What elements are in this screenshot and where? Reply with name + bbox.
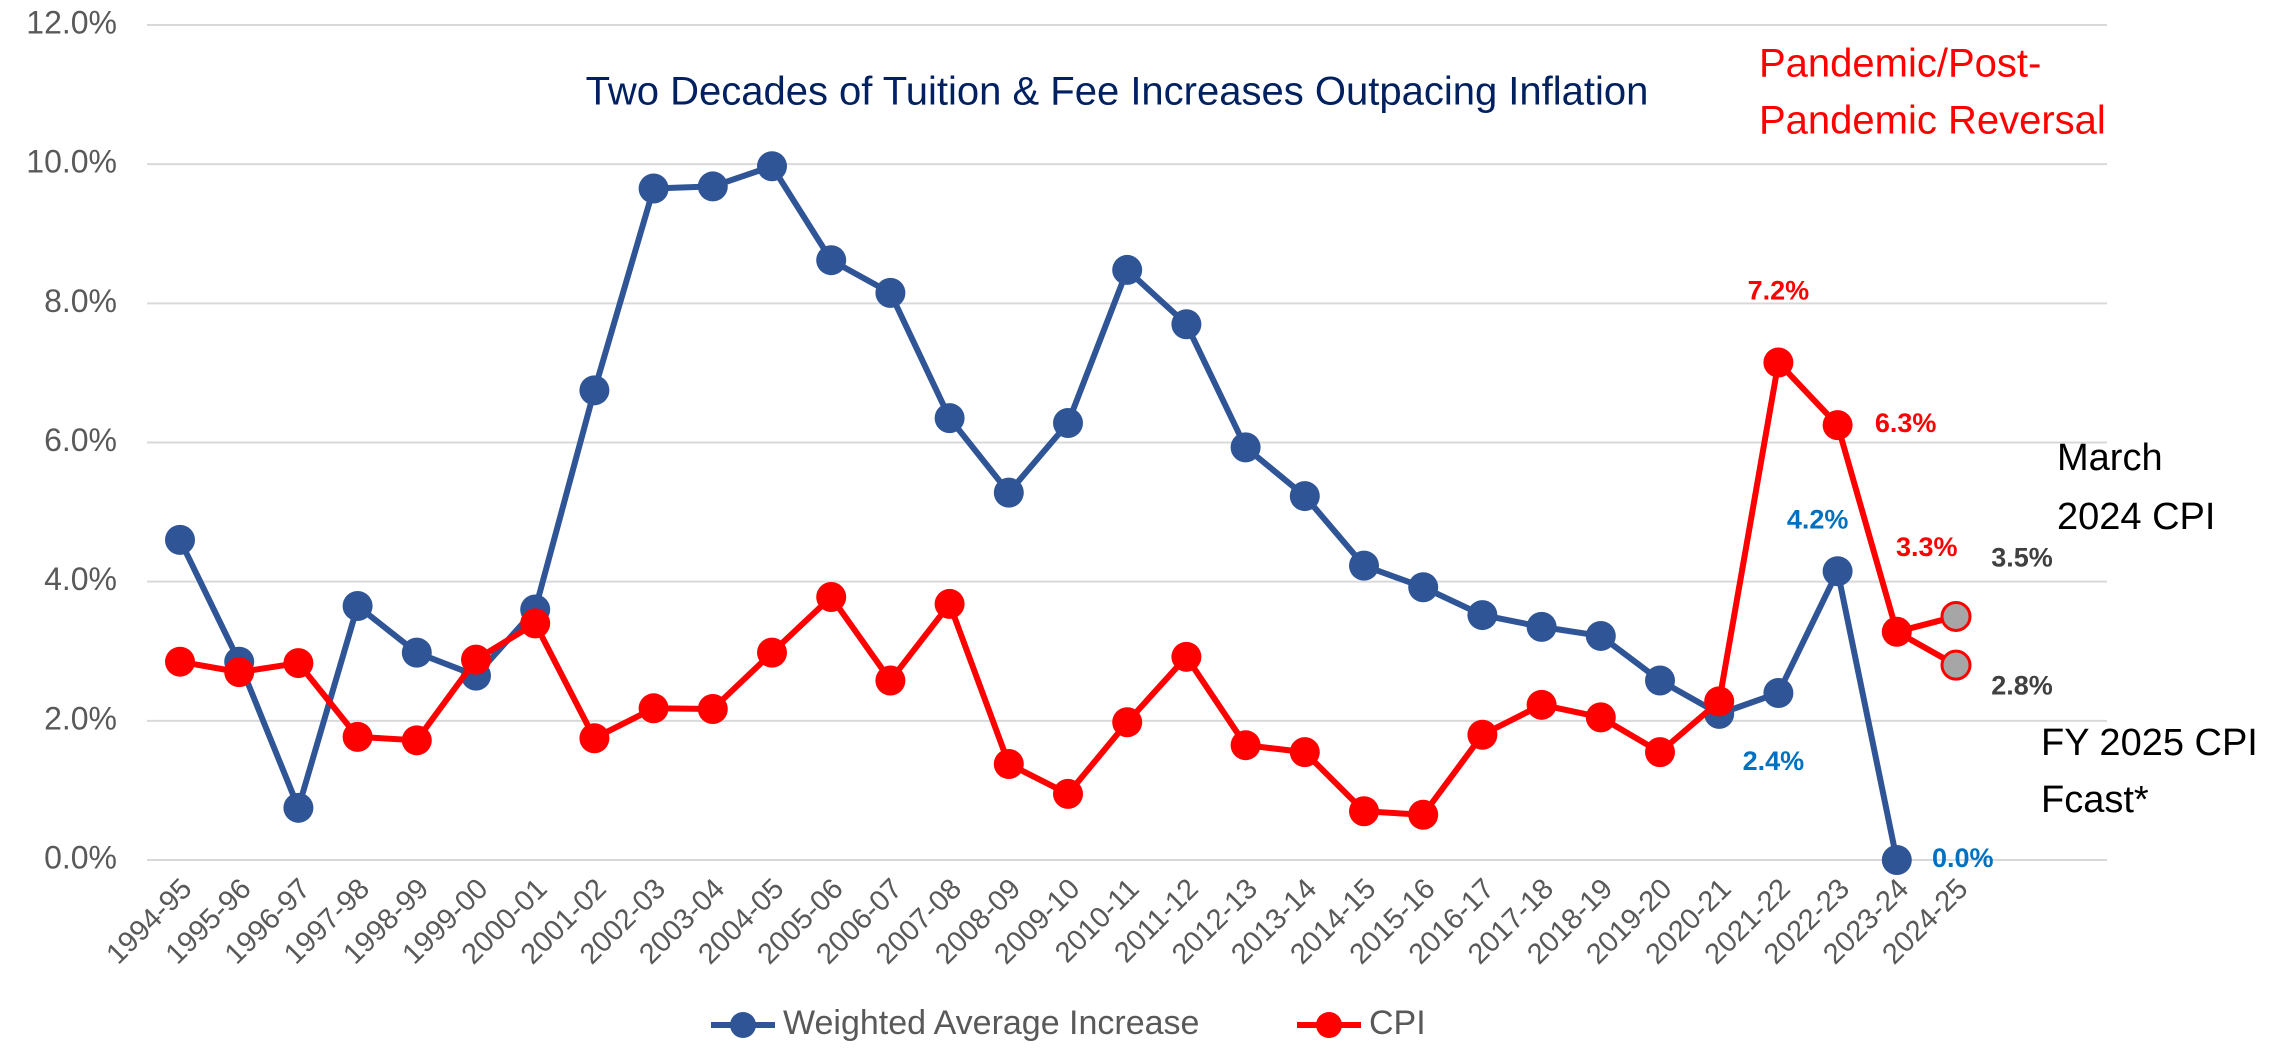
point (1289, 737, 1320, 768)
point (757, 151, 787, 182)
point (1408, 572, 1439, 603)
point (1467, 719, 1498, 750)
y-tick-label: 12.0% (26, 4, 117, 40)
point (461, 644, 491, 675)
point (638, 693, 669, 724)
series-line (177, 163, 1900, 861)
point (993, 477, 1024, 508)
point (401, 725, 432, 756)
y-tick-label: 2.0% (44, 700, 117, 736)
chart-title: Two Decades of Tuition & Fee Increases O… (586, 70, 1649, 114)
point (401, 637, 432, 668)
data-label: 4.2% (1787, 504, 1849, 534)
point (757, 637, 787, 668)
point (520, 608, 551, 639)
point (816, 245, 847, 276)
point (697, 171, 728, 202)
point (1526, 611, 1557, 642)
series-line (179, 359, 1900, 818)
point (1763, 678, 1794, 708)
point (1408, 799, 1439, 830)
point (1585, 702, 1616, 733)
point (283, 648, 314, 679)
legend-marker (1316, 1012, 1342, 1038)
point (342, 591, 373, 622)
point (1645, 665, 1675, 696)
point (1230, 432, 1261, 463)
annotation-value-label: 2.8% (1991, 670, 2053, 700)
point (1467, 600, 1498, 631)
point (579, 375, 610, 406)
point (875, 665, 906, 696)
y-tick-label: 8.0% (44, 283, 117, 319)
annotation-text: 2024 CPI (2057, 496, 2215, 538)
point (934, 588, 965, 619)
point (579, 723, 610, 754)
point (1053, 408, 1083, 439)
point (1230, 730, 1261, 761)
data-label: 3.3% (1896, 532, 1958, 562)
annotation-point (1940, 649, 1972, 681)
y-tick-label: 0.0% (44, 839, 117, 875)
point (1171, 309, 1202, 340)
legend-label: CPI (1369, 1004, 1426, 1042)
point (1645, 737, 1675, 768)
point (638, 173, 669, 204)
subtitle: Pandemic/Post- (1759, 42, 2041, 86)
point (1053, 778, 1083, 809)
point (283, 792, 314, 823)
point (1526, 689, 1557, 720)
point (165, 524, 195, 555)
point (816, 581, 847, 612)
point (165, 646, 195, 677)
y-tick-label: 10.0% (26, 144, 117, 180)
data-label: 6.3% (1875, 408, 1937, 438)
point (1585, 620, 1616, 651)
data-label: 2.4% (1743, 746, 1805, 776)
subtitle: Pandemic Reversal (1759, 99, 2106, 143)
annotation-point (1940, 600, 1972, 632)
point (1349, 550, 1379, 581)
point (993, 748, 1024, 779)
point (697, 694, 728, 725)
data-label: 7.2% (1748, 276, 1810, 306)
point (1822, 410, 1853, 441)
point (1822, 556, 1853, 587)
point (1112, 254, 1143, 285)
y-tick-label: 4.0% (44, 561, 117, 597)
point (224, 657, 255, 688)
point (1112, 707, 1143, 738)
point (875, 277, 906, 308)
legend-label: Weighted Average Increase (783, 1004, 1199, 1042)
annotation-value-label: 3.5% (1991, 543, 2053, 573)
point (934, 403, 965, 434)
point (1763, 347, 1794, 378)
y-tick-label: 6.0% (44, 422, 117, 458)
annotation-text: March (2057, 437, 2163, 479)
point (1704, 686, 1735, 717)
point (1881, 845, 1912, 875)
data-label: 0.0% (1932, 843, 1994, 873)
annotation-text: Fcast* (2041, 779, 2149, 821)
point (1349, 796, 1379, 827)
point (1289, 481, 1320, 512)
point (1171, 641, 1202, 672)
legend-marker (730, 1012, 756, 1038)
annotation-text: FY 2025 CPI (2041, 722, 2258, 764)
point (1881, 616, 1912, 647)
point (342, 721, 373, 752)
